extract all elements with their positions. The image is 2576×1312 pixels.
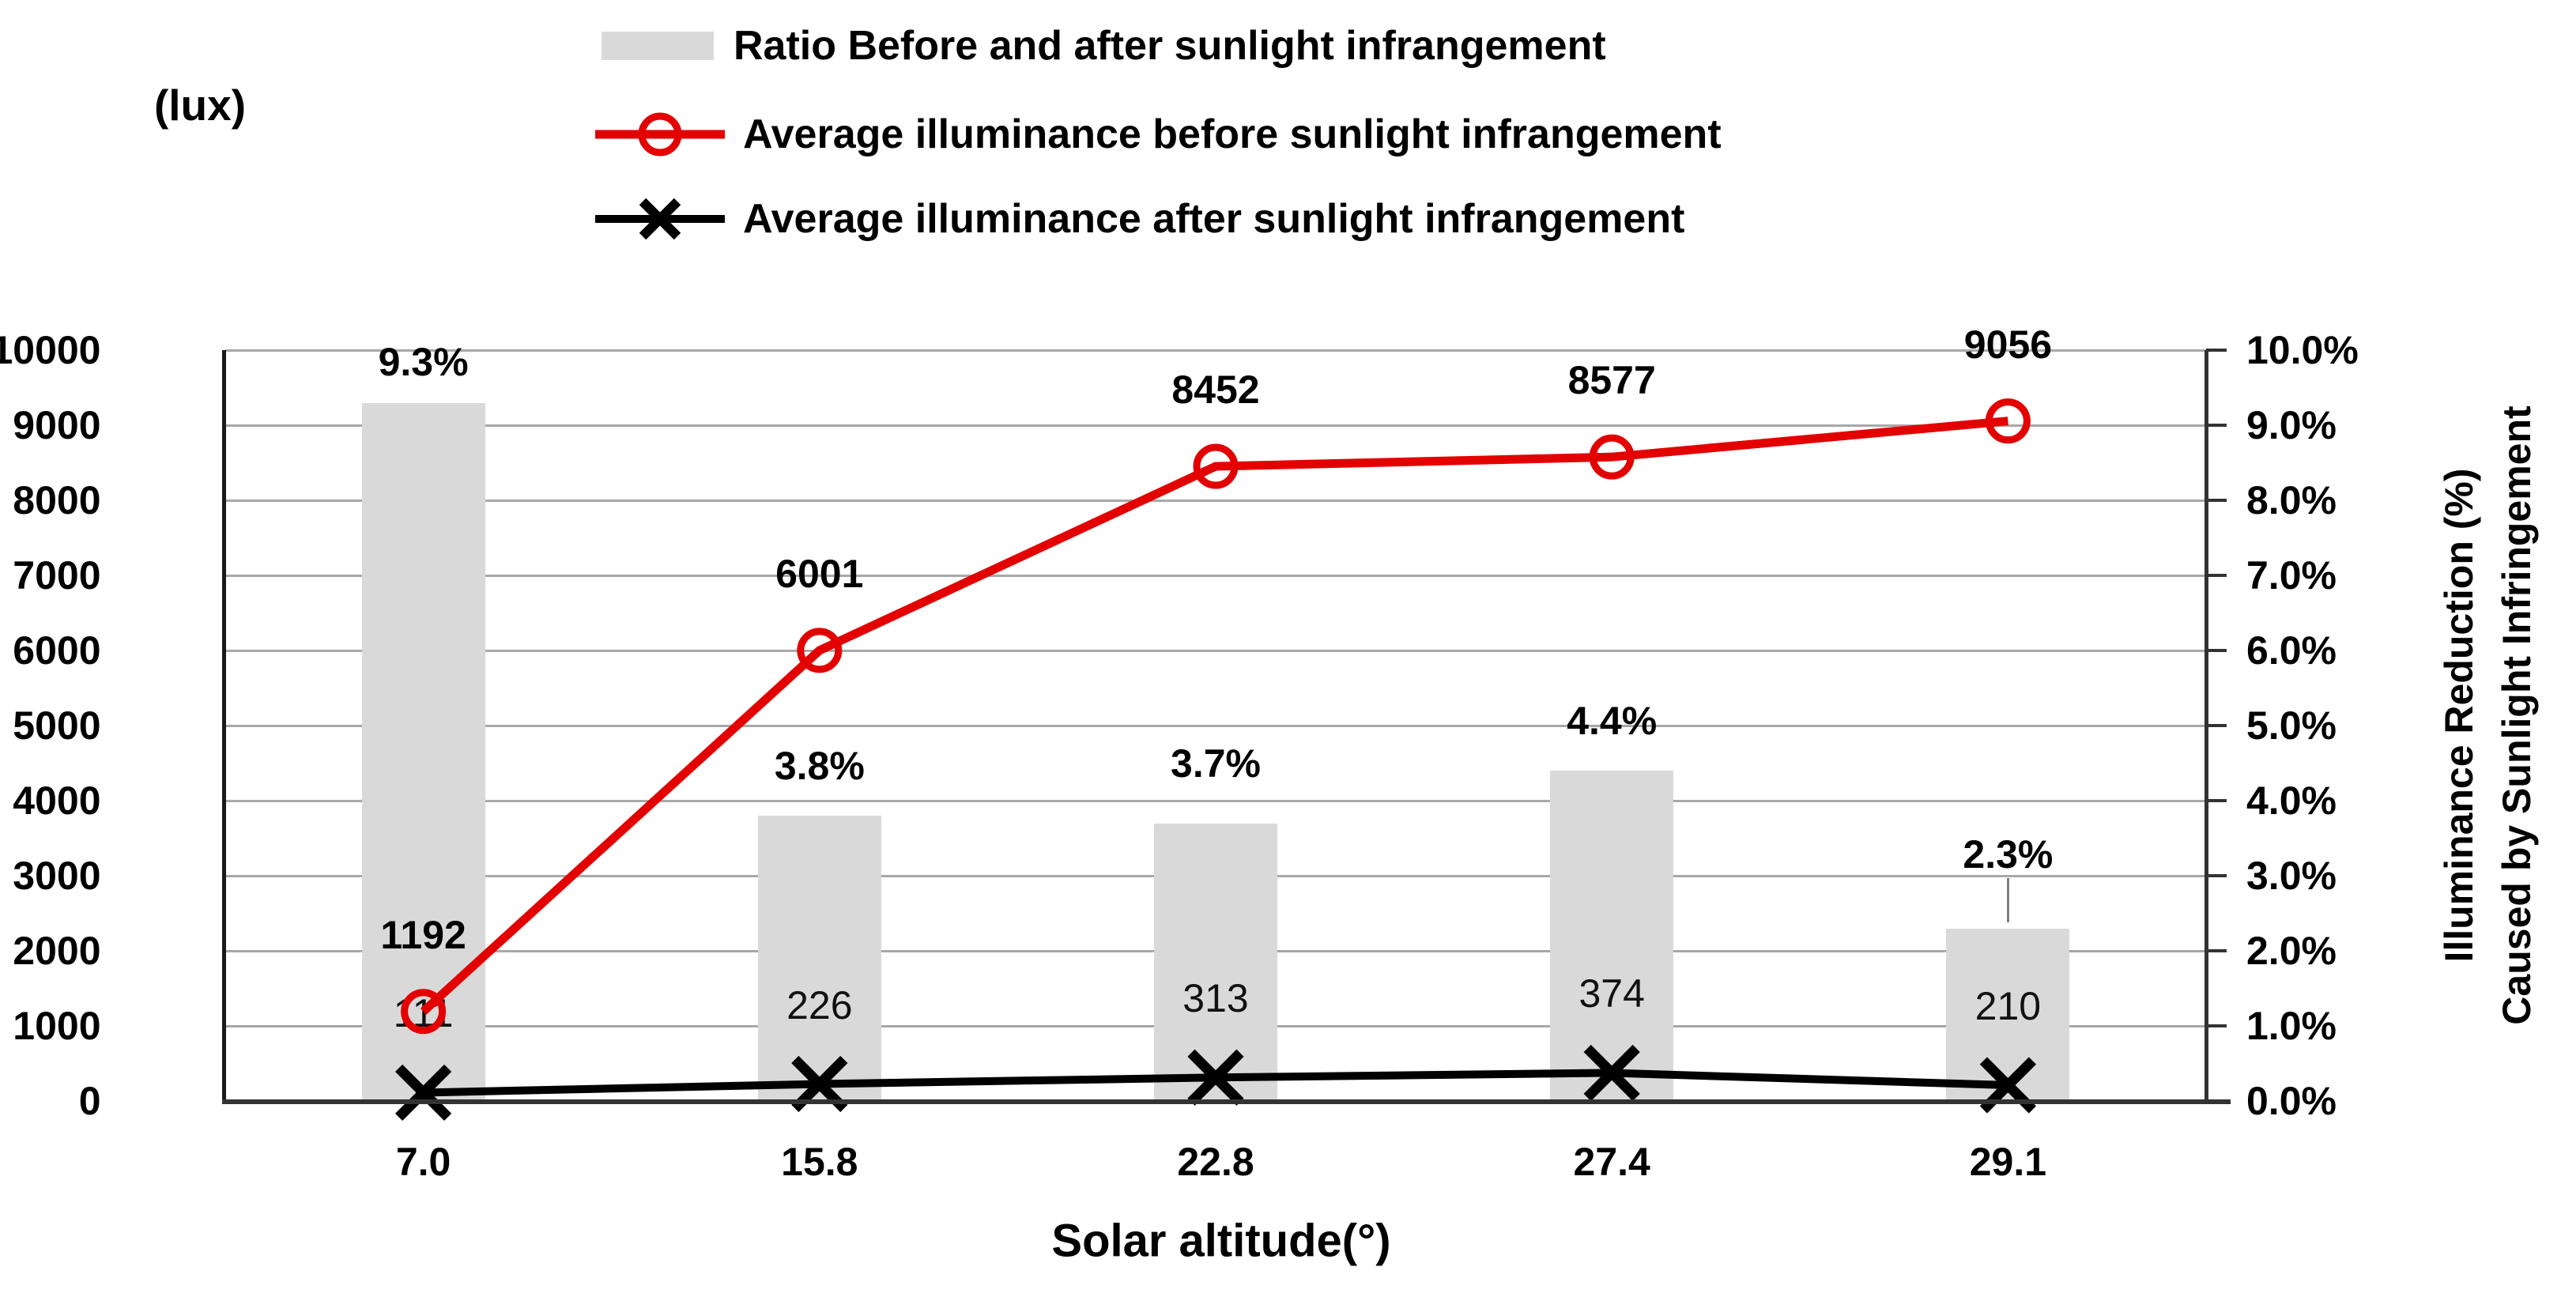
- legend-label-before: Average illuminance before sunlight infr…: [743, 111, 1722, 157]
- right-axis-tick-label: 8.0%: [2246, 478, 2337, 522]
- line-before-point-label: 9056: [1963, 322, 2053, 367]
- right-axis-tick: [2206, 349, 2227, 352]
- left-axis-tick-label: 1000: [13, 1004, 101, 1048]
- right-axis-tick-label: 2.0%: [2246, 929, 2337, 973]
- gridline: [225, 349, 2206, 352]
- left-axis-tick-label: 5000: [13, 703, 101, 748]
- legend-label-after: Average illuminance after sunlight infra…: [743, 196, 1685, 242]
- label-leader-line: [2006, 877, 2009, 922]
- right-axis-tick-label: 7.0%: [2246, 553, 2337, 598]
- line-after-point-label: 313: [1182, 976, 1249, 1021]
- right-axis-tick: [2206, 499, 2227, 502]
- line-after-point-label: 210: [1974, 984, 2042, 1029]
- gridline: [225, 499, 2206, 502]
- bar-value-label: 3.7%: [1171, 741, 1261, 786]
- line-series-layer: [395, 398, 2036, 1122]
- right-axis-title: Illuminance Reduction (%) Caused by Sunl…: [2431, 119, 2557, 1312]
- gridline: [225, 724, 2206, 727]
- left-axis-tick-label: 4000: [13, 779, 101, 823]
- bar: [1154, 823, 1277, 1101]
- right-axis-tick-label: 6.0%: [2246, 628, 2337, 673]
- bar: [1550, 771, 1674, 1101]
- right-axis-tick: [2206, 649, 2227, 652]
- legend-blackline-x-icon: [592, 190, 730, 251]
- right-axis-tick: [2206, 724, 2227, 727]
- right-axis-tick: [2206, 949, 2227, 952]
- left-axis-tick-label: 3000: [13, 854, 101, 898]
- right-axis-title-line1: Illuminance Reduction (%): [2437, 468, 2481, 963]
- x-axis-tick-label: 15.8: [781, 1140, 858, 1184]
- line-after-point-label: 374: [1578, 971, 1645, 1016]
- right-axis-tick-label: 9.0%: [2246, 403, 2337, 447]
- left-axis-line: [222, 350, 226, 1104]
- legend-redline-circle-icon: [592, 106, 730, 167]
- right-axis-tick-label: 5.0%: [2246, 703, 2337, 748]
- right-axis-tick: [2206, 424, 2227, 427]
- x-axis-tick-label: 29.1: [1969, 1140, 2047, 1184]
- bar-value-label: 9.3%: [378, 339, 469, 384]
- gridline: [225, 574, 2206, 577]
- right-axis-tick-label: 4.0%: [2246, 779, 2337, 823]
- x-axis-tick-label: 7.0: [395, 1140, 451, 1184]
- x-axis-tick-label: 27.4: [1573, 1140, 1650, 1184]
- bar: [1946, 928, 2070, 1101]
- right-axis-tick: [2206, 874, 2227, 877]
- right-axis-tick-label: 1.0%: [2246, 1004, 2337, 1048]
- bar-value-label: 4.4%: [1567, 699, 1658, 743]
- right-axis-tick: [2206, 574, 2227, 577]
- legend-bar-swatch-icon: [595, 17, 730, 78]
- right-axis-tick: [2206, 799, 2227, 802]
- gridline: [225, 799, 2206, 802]
- legend-label-ratio: Ratio Before and after sunlight infrange…: [734, 23, 1606, 69]
- left-axis-tick-label: 2000: [13, 929, 101, 973]
- x-axis-title: Solar altitude(°): [1051, 1215, 1391, 1267]
- left-axis-tick-label: 0: [78, 1079, 101, 1123]
- line-before-point-label: 6001: [775, 551, 864, 596]
- x-axis-line: [222, 1099, 2231, 1104]
- left-axis-tick-label: 9000: [13, 403, 101, 447]
- left-axis-tick-label: 10000: [0, 328, 101, 372]
- bar-value-label: 2.3%: [1963, 831, 2054, 877]
- gridline: [225, 649, 2206, 652]
- right-axis-line: [2204, 350, 2208, 1101]
- line-after-point-label: 226: [786, 982, 853, 1027]
- x-axis-tick-label: 22.8: [1177, 1140, 1254, 1184]
- bar: [757, 816, 881, 1101]
- gridline: [225, 424, 2206, 427]
- left-axis-tick-label: 8000: [13, 478, 101, 522]
- bar: [361, 402, 485, 1101]
- right-axis-tick-label: 10.0%: [2246, 328, 2359, 372]
- line-before-point-label: 8577: [1567, 358, 1656, 403]
- line-before-point-label: 8452: [1171, 368, 1260, 413]
- left-axis-tick-label: 6000: [13, 628, 101, 673]
- bar-value-label: 3.8%: [774, 744, 865, 788]
- right-axis-tick-label: 0.0%: [2246, 1079, 2337, 1123]
- right-axis-tick: [2206, 1024, 2227, 1027]
- left-axis-unit-title: (lux): [153, 81, 247, 130]
- right-axis-tick-label: 3.0%: [2246, 854, 2337, 898]
- right-axis-title-line2: Caused by Sunlight Infringement: [2494, 405, 2539, 1025]
- left-axis-tick-label: 7000: [13, 553, 101, 598]
- line-before-point-label: 1192: [380, 912, 466, 957]
